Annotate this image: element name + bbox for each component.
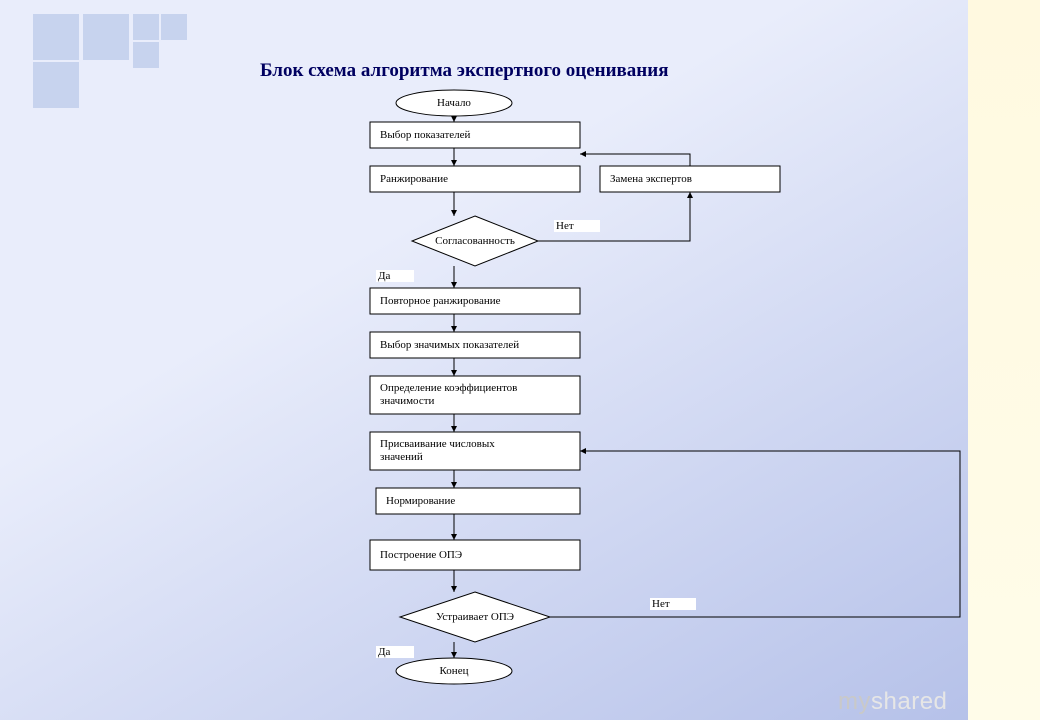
slide-title: Блок схема алгоритма экспертного оценива… (260, 60, 668, 82)
branch-label: Да (376, 646, 414, 658)
decor-square (33, 14, 79, 60)
slide-right-band (968, 0, 1040, 720)
flow-node-label-n3: Повторное ранжирование (380, 288, 576, 314)
flow-node-label-n4: Выбор значимых показателей (380, 332, 576, 358)
decor-square (33, 62, 79, 108)
branch-label: Нет (554, 220, 600, 232)
decor-square (83, 14, 129, 60)
flow-node-label-n6: Присваивание числовых значений (380, 432, 576, 470)
flow-node-label-end: Конец (396, 658, 512, 684)
watermark: myshared (838, 688, 947, 716)
slide: Блок схема алгоритма экспертного оценива… (0, 0, 1040, 720)
flow-node-label-n5: Определение коэффициентов значимости (380, 376, 576, 414)
flow-node-label-n2: Ранжирование (380, 166, 576, 192)
decor-square (161, 14, 187, 40)
branch-label: Да (376, 270, 414, 282)
decor-square (133, 14, 159, 40)
branch-label: Нет (650, 598, 696, 610)
flow-node-label-n1: Выбор показателей (380, 122, 576, 148)
flow-node-label-n8: Построение ОПЭ (380, 540, 576, 570)
watermark-shared: shared (871, 688, 947, 715)
flow-node-label-d1: Согласованность (412, 216, 538, 266)
watermark-my: my (838, 688, 871, 715)
flow-node-label-d2: Устраивает ОПЭ (400, 592, 550, 642)
flow-node-label-side: Замена экспертов (610, 166, 776, 192)
decor-square (133, 42, 159, 68)
flow-node-label-start: Начало (396, 90, 512, 116)
flow-node-label-n7: Нормирование (386, 488, 576, 514)
